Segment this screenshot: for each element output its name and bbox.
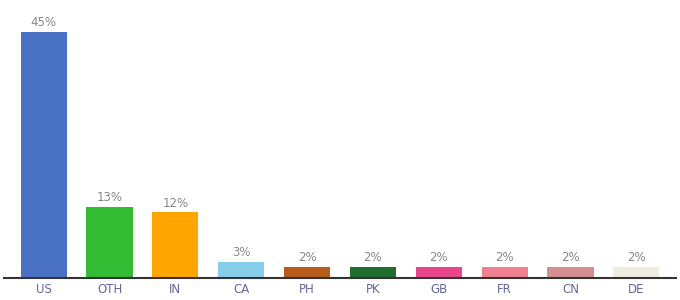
Text: 2%: 2% bbox=[430, 251, 448, 264]
Bar bbox=[218, 262, 265, 278]
Bar bbox=[284, 267, 330, 278]
Text: 3%: 3% bbox=[232, 246, 250, 259]
Text: 13%: 13% bbox=[97, 191, 122, 204]
Text: 2%: 2% bbox=[364, 251, 382, 264]
Bar bbox=[613, 267, 660, 278]
Bar bbox=[86, 207, 133, 278]
Bar bbox=[20, 32, 67, 278]
Bar bbox=[350, 267, 396, 278]
Bar bbox=[547, 267, 594, 278]
Bar bbox=[481, 267, 528, 278]
Bar bbox=[152, 212, 199, 278]
Text: 2%: 2% bbox=[627, 251, 645, 264]
Text: 2%: 2% bbox=[561, 251, 580, 264]
Text: 45%: 45% bbox=[31, 16, 56, 29]
Text: 2%: 2% bbox=[298, 251, 316, 264]
Text: 12%: 12% bbox=[163, 196, 188, 209]
Bar bbox=[415, 267, 462, 278]
Text: 2%: 2% bbox=[495, 251, 514, 264]
